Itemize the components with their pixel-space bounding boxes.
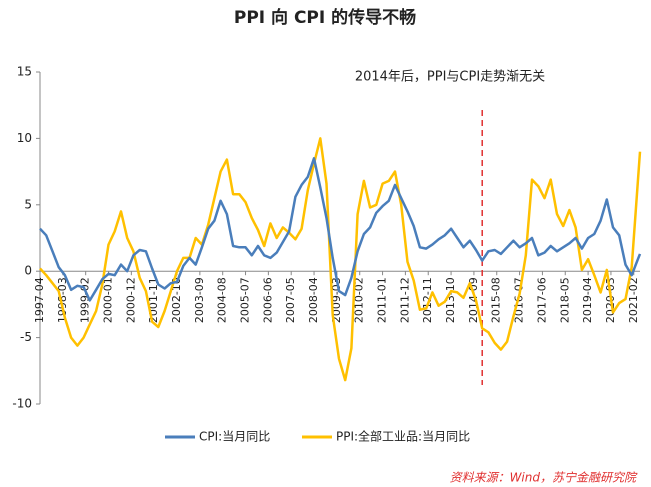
x-tick-label: 2017-06 <box>535 277 548 323</box>
x-tick-label: 1998-03 <box>56 277 69 323</box>
x-tick-label: 2000-12 <box>124 277 137 323</box>
x-tick-label: 2003-09 <box>193 277 206 323</box>
x-tick-label: 2000-01 <box>102 277 115 323</box>
x-tick-label: 2011-01 <box>376 277 389 323</box>
x-tick-label: 2014-09 <box>467 277 480 323</box>
y-tick-label: 10 <box>17 131 32 145</box>
x-tick-label: 2015-08 <box>490 277 503 323</box>
x-tick-label: 2007-05 <box>284 277 297 323</box>
x-tick-label: 1999-02 <box>79 277 92 323</box>
y-tick-label: 5 <box>24 197 32 211</box>
y-tick-label: 15 <box>17 65 32 79</box>
x-tick-label: 2002-10 <box>170 277 183 323</box>
legend-label: CPI:当月同比 <box>199 430 270 444</box>
y-tick-label: -10 <box>12 397 32 411</box>
x-tick-label: 2010-02 <box>353 277 366 323</box>
chart-title: PPI 向 CPI 的传导不畅 <box>234 7 416 28</box>
series-line <box>39 137 642 382</box>
x-tick-label: 2013-10 <box>444 277 457 323</box>
x-tick-label: 1997-04 <box>33 277 46 323</box>
y-tick-label: 0 <box>24 264 32 278</box>
x-tick-label: 2021-02 <box>627 277 640 323</box>
y-tick-label: -5 <box>20 330 32 344</box>
x-tick-label: 2011-12 <box>398 277 411 323</box>
annotation: 2014年后，PPI与CPI走势渐无关 <box>355 69 545 85</box>
x-tick-label: 2006-06 <box>261 277 274 323</box>
x-tick-label: 2012-11 <box>421 277 434 323</box>
x-tick-label: 2019-04 <box>581 277 594 323</box>
x-tick-label: 2018-05 <box>558 277 571 323</box>
x-tick-label: 2004-08 <box>216 277 229 323</box>
x-tick-label: 2008-04 <box>307 277 320 323</box>
legend-label: PPI:全部工业品:当月同比 <box>336 429 470 444</box>
series-line <box>39 157 642 302</box>
x-tick-label: 2005-07 <box>239 277 252 323</box>
source: 资料来源：Wind，苏宁金融研究院 <box>450 471 638 485</box>
